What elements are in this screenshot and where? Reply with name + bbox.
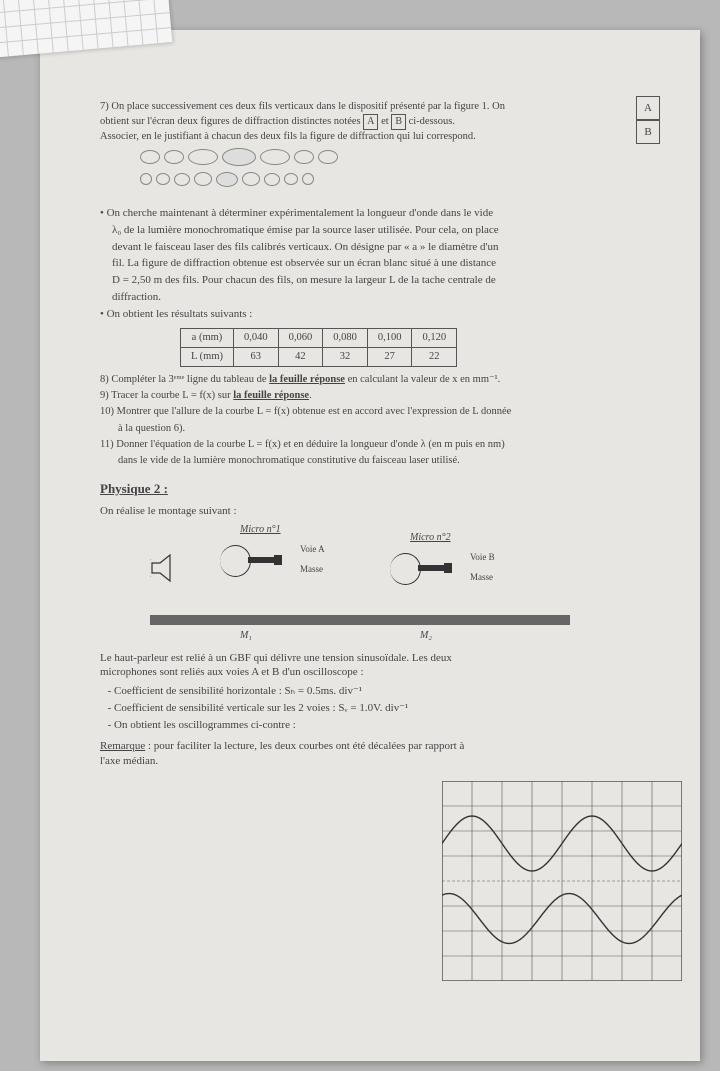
table-row-l: L (mm) 63 42 32 27 22 — [181, 347, 457, 366]
remark-block: Remarque : pour faciliter la lecture, le… — [100, 739, 480, 769]
remark-text: : pour faciliter la lecture, les deux co… — [100, 740, 464, 767]
tuning-fork-2 — [390, 553, 421, 585]
desc-p1: Le haut-parleur est relié à un GBF qui d… — [100, 651, 480, 681]
question-8: 8) Compléter la 3ᵉᵐᵉ ligne du tableau de… — [100, 373, 670, 387]
q7-line3: Associer, en le justifiant à chacun des … — [100, 130, 670, 144]
fork2-stem — [418, 565, 446, 571]
oscilloscope-screen — [442, 781, 682, 981]
question-11: 11) Donner l'équation de la courbe L = f… — [100, 438, 670, 452]
remark-label: Remarque — [100, 740, 145, 752]
q7-line1: 7) On place successivement ces deux fils… — [100, 100, 670, 114]
q7-line2: obtient sur l'écran deux figures de diff… — [100, 114, 670, 130]
question-list: 8) Compléter la 3ᵉᵐᵉ ligne du tableau de… — [100, 373, 670, 468]
pattern-label-a: A — [636, 96, 660, 120]
voie-a-label: Voie A — [300, 543, 325, 555]
settings-list: Coefficient de sensibilité horizontale :… — [100, 684, 480, 733]
header-l: L (mm) — [181, 347, 234, 366]
diffraction-patterns — [140, 148, 670, 192]
m2-label: M₂ — [420, 629, 432, 643]
exam-paper: A B 7) On place successivement ces deux … — [40, 30, 700, 1061]
masse1-label: Masse — [300, 563, 323, 575]
physique-2-title: Physique 2 : — [100, 480, 670, 498]
question-10b: à la question 6). — [100, 422, 670, 436]
oscilloscope-svg — [442, 781, 682, 981]
pattern-label-b: B — [636, 120, 660, 144]
speaker-icon — [150, 553, 172, 583]
pattern-labels: A B — [636, 96, 660, 144]
pattern-row-b — [140, 172, 670, 187]
question-9: 9) Tracer la courbe L = f(x) sur la feui… — [100, 389, 670, 403]
header-a: a (mm) — [181, 328, 234, 347]
tuning-fork-1 — [220, 545, 251, 577]
results-table: a (mm) 0,040 0,060 0,080 0,100 0,120 L (… — [180, 328, 457, 367]
fork2-mass — [444, 563, 452, 573]
fork1-mass — [274, 555, 282, 565]
micro2-label: Micro n°2 — [410, 531, 451, 545]
question-10: 10) Montrer que l'allure de la courbe L … — [100, 405, 670, 419]
m1-label: M₁ — [240, 629, 252, 643]
context-paragraph: • On cherche maintenant à déterminer exp… — [100, 206, 670, 305]
setting-sv: Coefficient de sensibilité verticale sur… — [114, 701, 480, 716]
micro1-label: Micro n°1 — [240, 523, 281, 537]
experiment-diagram: Micro n°1 Micro n°2 Voie A Masse Voie B … — [150, 523, 570, 643]
voie-b-label: Voie B — [470, 551, 495, 563]
oscilloscope-description: Le haut-parleur est relié à un GBF qui d… — [100, 651, 480, 733]
box-a: A — [363, 114, 378, 130]
question-11b: dans le vide de la lumière monochromatiq… — [100, 454, 670, 468]
setting-result: On obtient les oscillogrammes ci-contre … — [114, 718, 480, 733]
pattern-row-a — [140, 148, 670, 166]
question-7: 7) On place successivement ces deux fils… — [100, 100, 670, 144]
fork1-stem — [248, 557, 276, 563]
results-intro: • On obtient les résultats suivants : — [100, 307, 670, 322]
masse2-label: Masse — [470, 571, 493, 583]
setting-sh: Coefficient de sensibilité horizontale :… — [114, 684, 480, 699]
physique-2-intro: On réalise le montage suivant : — [100, 504, 670, 519]
rail — [150, 615, 570, 625]
table-row-a: a (mm) 0,040 0,060 0,080 0,100 0,120 — [181, 328, 457, 347]
box-b: B — [391, 114, 406, 130]
